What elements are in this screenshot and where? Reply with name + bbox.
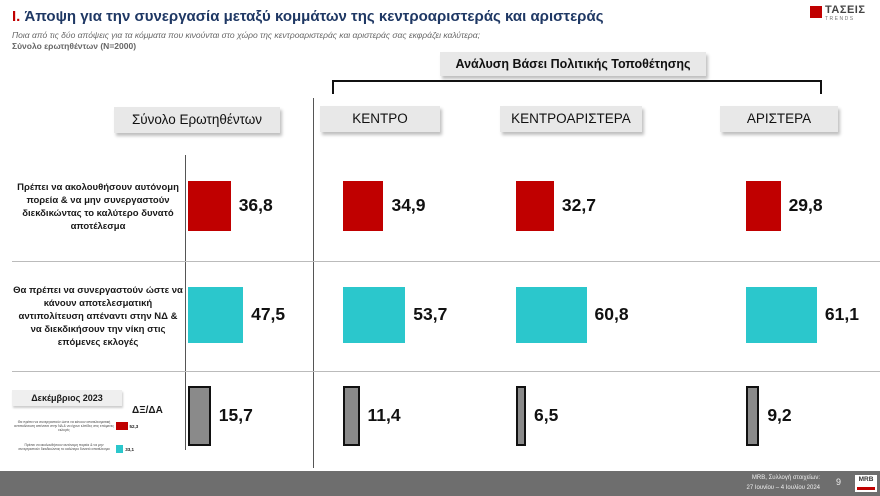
page-number: 9 <box>836 477 842 487</box>
title-text: Άποψη για την συνεργασία μεταξύ κομμάτων… <box>24 8 604 25</box>
bar-dk-centre <box>343 386 360 446</box>
tasis-logo: ΤΑΣΕΙΣ TRENDS <box>810 4 876 24</box>
value-label-dk-centre-left: 6,5 <box>534 405 559 425</box>
row-label-cooperate: Θα πρέπει να συνεργαστούν ώστε να κάνουν… <box>13 285 183 348</box>
dec-bar-1 <box>116 445 124 453</box>
analysis-bracket <box>332 80 822 94</box>
bar-dk-total <box>188 386 211 446</box>
bar-autonomous-total <box>188 181 231 231</box>
value-label-cooperate-total: 47,5 <box>251 304 286 324</box>
bar-dk-centre-left <box>516 386 526 446</box>
footer-source: MRB, Συλλογή στοιχείων: 27 Ιουνίου – 4 Ι… <box>670 473 820 493</box>
value-label-cooperate-centre-left: 60,8 <box>594 304 629 324</box>
footer: MRB, Συλλογή στοιχείων: 27 Ιουνίου – 4 Ι… <box>0 471 880 496</box>
value-label-cooperate-left: 61,1 <box>824 304 859 324</box>
divider-vertical-1 <box>185 155 186 450</box>
footer-source-line2: 27 Ιουνίου – 4 Ιουλίου 2024 <box>746 485 820 491</box>
divider-row-2 <box>12 371 880 372</box>
logo-sub: TRENDS <box>825 16 855 22</box>
value-label-autonomous-centre: 34,9 <box>391 195 426 215</box>
mrb-logo-bar <box>857 487 875 490</box>
page-title: I. Άποψη για την συνεργασία μεταξύ κομμά… <box>12 8 604 25</box>
divider-row-1 <box>12 261 880 262</box>
dec-row-label-1: Πρέπει να ακολουθήσουν αυτόνομη πορεία &… <box>18 443 110 451</box>
bar-cooperate-left <box>746 287 817 343</box>
dec-bar-0 <box>116 422 128 430</box>
subtitle: Ποια από τις δύο απόψεις για τα κόμματα … <box>12 30 480 40</box>
bar-cooperate-centre-left <box>516 287 587 343</box>
bar-cooperate-total <box>188 287 244 343</box>
bar-cooperate-centre <box>343 287 406 343</box>
row-label-dk: ΔΞ/ΔΑ <box>132 405 163 416</box>
value-label-dk-left: 9,2 <box>767 405 792 425</box>
value-label-autonomous-left: 29,8 <box>788 195 823 215</box>
col-header-left: ΑΡΙΣΤΕΡΑ <box>720 106 838 132</box>
col-header-centre: ΚΕΝΤΡΟ <box>320 106 440 132</box>
value-label-autonomous-centre-left: 32,7 <box>561 195 596 215</box>
col-header-centre-left: ΚΕΝΤΡΟΑΡΙΣΤΕΡΑ <box>500 106 642 132</box>
title-number: I. <box>12 8 21 25</box>
value-label-dk-centre: 11,4 <box>367 405 401 425</box>
logo-name: ΤΑΣΕΙΣ <box>825 4 866 16</box>
footer-source-line1: MRB, Συλλογή στοιχείων: <box>751 475 820 481</box>
dec-value-0: 52,3 <box>129 424 139 429</box>
value-label-autonomous-total: 36,8 <box>238 195 273 215</box>
divider-vertical-2 <box>313 98 314 468</box>
dec-row-label-0: Θα πρέπει να συνεργαστούν ώστε να κάνουν… <box>14 420 115 432</box>
analysis-header: Ανάλυση Βάσει Πολιτικής Τοποθέτησης <box>440 52 706 76</box>
bar-autonomous-centre <box>343 181 384 231</box>
dec-value-1: 33,1 <box>125 447 135 452</box>
sample-size: Σύνολο ερωτηθέντων (N=2000) <box>12 41 137 51</box>
december-2023-label: Δεκέμβριος 2023 <box>12 390 122 406</box>
bar-autonomous-left <box>746 181 781 231</box>
mrb-logo: MRB <box>855 475 877 492</box>
bar-dk-left <box>746 386 760 446</box>
row-label-autonomous: Πρέπει να ακολουθήσουν αυτόνομη πορεία &… <box>17 182 179 232</box>
bar-autonomous-centre-left <box>516 181 554 231</box>
mrb-logo-text: MRB <box>858 476 874 483</box>
col-header-total: Σύνολο Ερωτηθέντων <box>114 107 280 133</box>
logo-mark-icon <box>810 6 822 18</box>
value-label-dk-total: 15,7 <box>218 405 253 425</box>
value-label-cooperate-centre: 53,7 <box>413 304 448 324</box>
